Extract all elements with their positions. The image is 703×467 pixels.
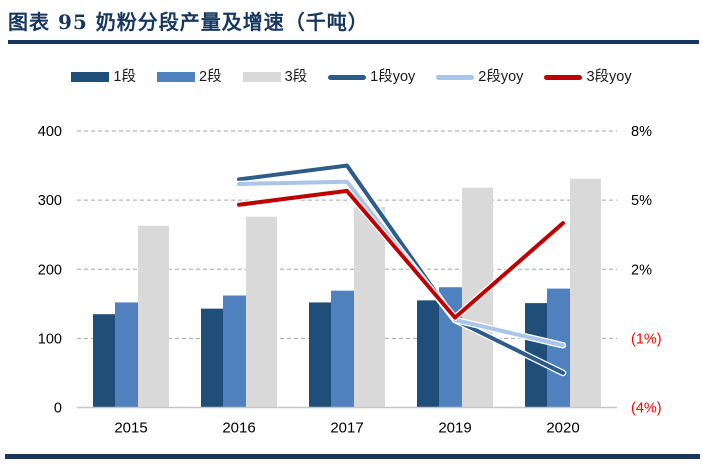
right-tick-8%: 8% (631, 124, 652, 140)
bar-1段-2020 (525, 303, 547, 408)
left-tick-300: 300 (38, 193, 62, 209)
legend-swatch-seg2-bar (157, 72, 195, 82)
left-axis-ticks: 0 100 200 300 400 (38, 124, 62, 417)
line-1段yoy (237, 163, 565, 375)
legend-swatch-seg3-yoy-line (544, 74, 583, 80)
left-tick-0: 0 (54, 401, 62, 417)
legend-label-seg1-yoy-line: 1段yoy (370, 68, 416, 85)
bar-2段-2017 (331, 290, 354, 408)
bars-group (93, 178, 601, 408)
chart-legend: 1段 2段 3段 1段yoy 2段yoy 3段yoy (0, 64, 703, 90)
x-label-2020: 2020 (546, 420, 579, 437)
bar-3段-2020 (570, 178, 601, 408)
bar-1段-2019 (417, 300, 439, 408)
right-tick-(4%): (4%) (631, 401, 662, 417)
legend-label-seg3-bar: 3段 (284, 68, 308, 85)
left-tick-200: 200 (38, 262, 62, 278)
bar-1段-2015 (93, 314, 115, 408)
legend-label-seg2-bar: 2段 (199, 68, 222, 85)
left-tick-100: 100 (38, 331, 62, 347)
left-tick-400: 400 (38, 124, 62, 140)
legend-item-seg2-bar: 2段 (157, 70, 222, 85)
bar-2段-2015 (115, 302, 138, 408)
bottom-divider (5, 454, 700, 459)
x-label-2017: 2017 (330, 420, 363, 437)
bar-2段-2020 (547, 288, 570, 408)
bar-1段-2016 (201, 308, 223, 408)
legend-item-seg3-yoy-line: 3段yoy (544, 68, 632, 85)
title-divider (8, 40, 699, 44)
legend-label-seg2-yoy-line: 2段yoy (478, 68, 524, 85)
legend-item-seg3-bar: 3段 (242, 68, 308, 85)
figure-title: 图表 95 奶粉分段产量及增速（千吨） (8, 10, 369, 34)
bar-3段-2015 (138, 225, 169, 408)
bar-3段-2016 (246, 216, 277, 408)
right-tick-5%: 5% (631, 193, 652, 209)
x-label-2015: 2015 (114, 420, 147, 437)
legend-swatch-seg1-yoy-line (328, 74, 367, 80)
right-tick-(1%): (1%) (631, 331, 662, 347)
bar-1段-2017 (309, 302, 331, 408)
line-3段yoy (237, 188, 565, 320)
x-label-2016: 2016 (222, 420, 255, 437)
right-axis-ticks: (4%) (1%) 2% 5% 8% (631, 124, 662, 417)
x-label-2019: 2019 (438, 420, 471, 437)
legend-swatch-seg1-bar (71, 72, 110, 82)
right-tick-2%: 2% (631, 262, 652, 278)
x-axis-labels: 2015 2016 2017 2019 2020 (114, 420, 579, 437)
legend-label-seg1-bar: 1段 (113, 68, 136, 85)
legend-swatch-seg2-yoy-line (436, 74, 475, 80)
bar-2段-2016 (223, 295, 246, 408)
legend-item-seg1-bar: 1段 (71, 70, 136, 85)
bar-3段-2017 (354, 207, 385, 408)
legend-item-seg2-yoy-line: 2段yoy (436, 70, 523, 85)
yoy-lines-group (235, 162, 567, 377)
legend-swatch-seg3-bar (242, 72, 281, 82)
legend-label-seg3-yoy-line: 3段yoy (586, 68, 632, 85)
legend-item-seg1-yoy-line: 1段yoy (328, 70, 415, 85)
